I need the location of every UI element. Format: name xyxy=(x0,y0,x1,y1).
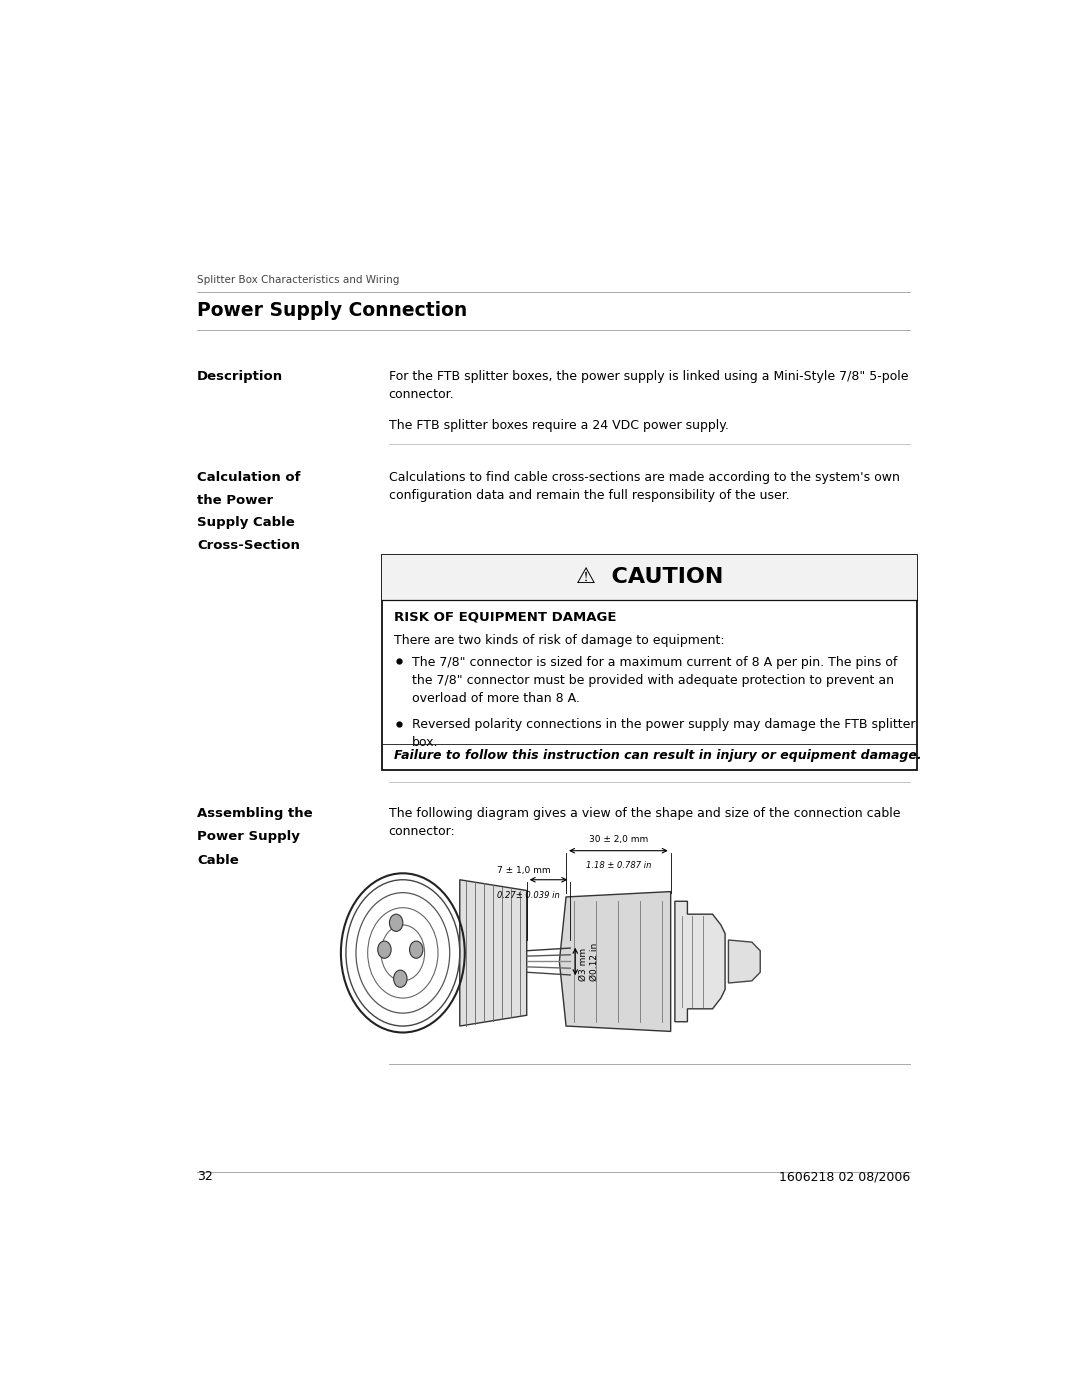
Text: Reversed polarity connections in the power supply may damage the FTB splitter
bo: Reversed polarity connections in the pow… xyxy=(413,718,916,749)
Text: Description: Description xyxy=(197,370,283,383)
Text: The FTB splitter boxes require a 24 VDC power supply.: The FTB splitter boxes require a 24 VDC … xyxy=(389,419,729,432)
Text: Power Supply: Power Supply xyxy=(197,830,300,844)
Circle shape xyxy=(409,942,423,958)
Text: There are two kinds of risk of damage to equipment:: There are two kinds of risk of damage to… xyxy=(393,634,725,647)
Bar xyxy=(382,555,917,770)
Text: Cross-Section: Cross-Section xyxy=(197,539,300,552)
Text: 0.27± 0.039 in: 0.27± 0.039 in xyxy=(498,890,561,900)
Text: 1606218 02 08/2006: 1606218 02 08/2006 xyxy=(779,1171,910,1183)
Text: Splitter Box Characteristics and Wiring: Splitter Box Characteristics and Wiring xyxy=(197,275,400,285)
Polygon shape xyxy=(728,940,760,983)
Text: The following diagram gives a view of the shape and size of the connection cable: The following diagram gives a view of th… xyxy=(389,806,900,838)
Text: Calculation of: Calculation of xyxy=(197,471,300,483)
Text: Power Supply Connection: Power Supply Connection xyxy=(197,302,468,320)
Text: 1.18 ± 0.787 in: 1.18 ± 0.787 in xyxy=(585,862,651,870)
Text: 7 ± 1,0 mm: 7 ± 1,0 mm xyxy=(498,866,551,876)
Text: Supply Cable: Supply Cable xyxy=(197,515,295,529)
Text: The 7/8" connector is sized for a maximum current of 8 A per pin. The pins of
th: The 7/8" connector is sized for a maximu… xyxy=(413,657,897,705)
Text: the Power: the Power xyxy=(197,493,273,507)
Text: RISK OF EQUIPMENT DAMAGE: RISK OF EQUIPMENT DAMAGE xyxy=(393,610,616,624)
Text: ⚠  CAUTION: ⚠ CAUTION xyxy=(576,567,723,588)
Text: For the FTB splitter boxes, the power supply is linked using a Mini-Style 7/8" 5: For the FTB splitter boxes, the power su… xyxy=(389,370,908,401)
Text: Calculations to find cable cross-sections are made according to the system's own: Calculations to find cable cross-section… xyxy=(389,471,900,503)
Circle shape xyxy=(393,970,407,988)
Text: Assembling the: Assembling the xyxy=(197,806,312,820)
Text: 32: 32 xyxy=(197,1171,213,1183)
Text: Cable: Cable xyxy=(197,854,239,868)
Text: Ø3 mm
Ø0.12 in: Ø3 mm Ø0.12 in xyxy=(579,943,598,981)
Bar xyxy=(382,555,917,601)
Text: Failure to follow this instruction can result in injury or equipment damage.: Failure to follow this instruction can r… xyxy=(393,749,921,761)
Circle shape xyxy=(390,914,403,932)
Polygon shape xyxy=(675,901,725,1021)
Text: 30 ± 2,0 mm: 30 ± 2,0 mm xyxy=(589,835,648,844)
Polygon shape xyxy=(460,880,527,1025)
Polygon shape xyxy=(559,891,671,1031)
Circle shape xyxy=(378,942,391,958)
